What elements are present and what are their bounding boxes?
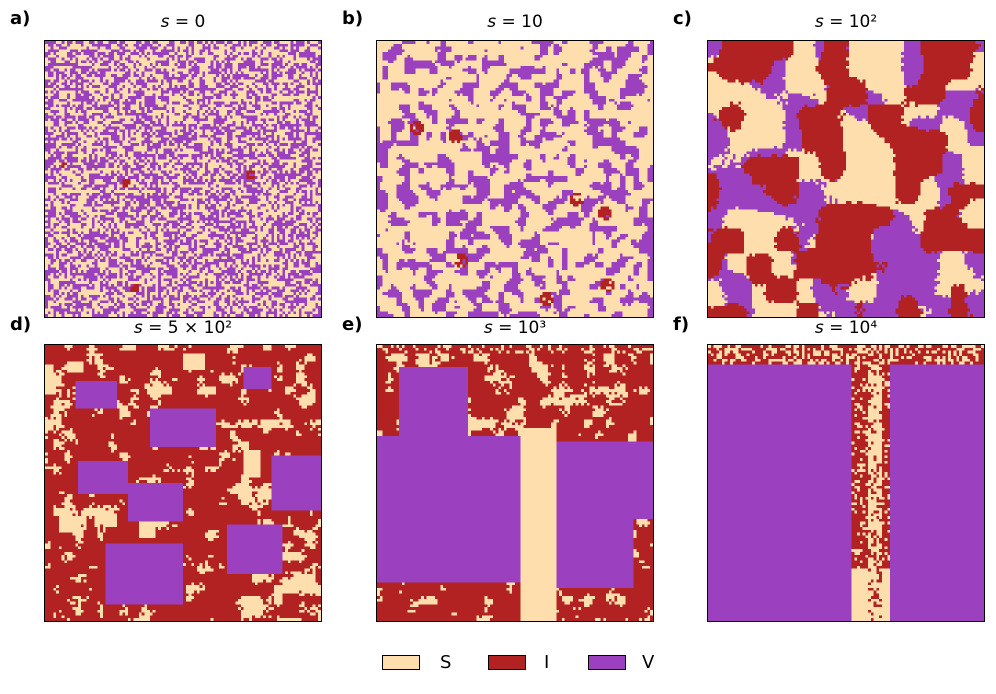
panel-title: s = 10³ <box>483 318 547 338</box>
lattice-grid <box>376 40 654 318</box>
legend-label: V <box>642 652 655 673</box>
panel-letter: b) <box>342 8 364 29</box>
legend-swatch <box>382 655 420 670</box>
lattice-grid <box>376 344 654 622</box>
panel-letter: e) <box>342 314 363 335</box>
lattice-grid <box>707 344 985 622</box>
lattice-grid <box>44 40 322 318</box>
panel-letter: c) <box>673 8 692 29</box>
lattice-grid <box>44 344 322 622</box>
legend-swatch <box>588 655 626 670</box>
panel-title: s = 10⁴ <box>814 318 878 338</box>
legend-label: S <box>440 652 452 673</box>
panel-letter: a) <box>10 8 31 29</box>
panel-letter: f) <box>673 314 690 335</box>
legend-swatch <box>488 655 526 670</box>
lattice-grid <box>707 40 985 318</box>
panel-title: s = 10² <box>814 12 878 32</box>
legend-label: I <box>544 652 550 673</box>
panel-title: s = 10 <box>487 12 543 32</box>
panel-title: s = 5 × 10² <box>133 318 233 338</box>
panel-letter: d) <box>10 314 32 335</box>
panel-title: s = 0 <box>160 12 206 32</box>
